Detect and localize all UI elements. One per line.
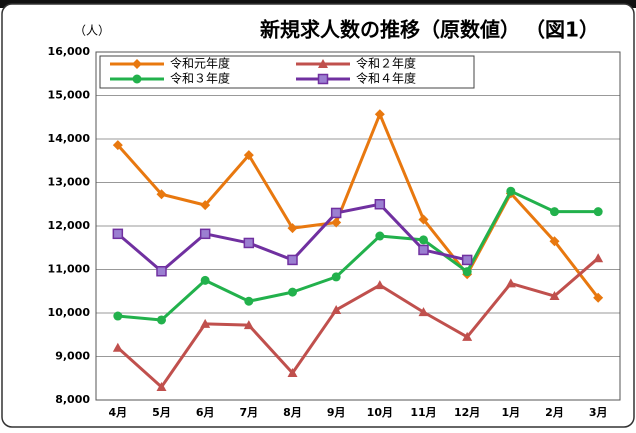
point	[243, 237, 255, 249]
point	[505, 278, 516, 288]
point	[418, 214, 429, 225]
y-unit: （人）	[74, 24, 110, 38]
y-tick-label: 11,000	[48, 263, 91, 276]
point	[419, 235, 428, 245]
legend-label: 令和４年度	[356, 71, 416, 86]
y-tick-label: 10,000	[48, 306, 91, 319]
x-tick-label: 4月	[109, 406, 128, 419]
y-tick-label: 15,000	[48, 89, 91, 102]
legend-marker	[318, 59, 328, 68]
x-tick-label: 3月	[589, 406, 608, 419]
point	[593, 253, 604, 263]
point	[550, 207, 559, 217]
figure-label: （図1）	[525, 18, 599, 42]
x-tick-label: 9月	[327, 406, 346, 419]
point	[113, 311, 123, 321]
x-tick-label: 10月	[367, 406, 393, 419]
x-tick-label: 11月	[410, 406, 436, 419]
point	[462, 267, 472, 277]
point	[462, 331, 473, 341]
point	[374, 109, 385, 120]
point	[288, 287, 297, 297]
legend-marker	[132, 74, 142, 84]
legend-label: 令和元年度	[170, 56, 230, 71]
x-tick-label: 2月	[545, 406, 564, 419]
point	[374, 280, 385, 290]
legend-marker	[317, 73, 329, 85]
series-line	[116, 257, 600, 389]
legend-label: 令和３年度	[170, 71, 230, 86]
point	[374, 199, 386, 210]
point	[461, 254, 473, 266]
point	[156, 381, 167, 391]
point	[199, 228, 211, 240]
point	[156, 265, 167, 277]
legend-marker	[132, 59, 142, 69]
point	[593, 207, 603, 217]
point	[243, 320, 254, 330]
point	[375, 231, 385, 241]
chart-title: 新規求人数の推移（原数値）	[260, 18, 520, 42]
x-tick-label: 1月	[502, 406, 521, 419]
y-tick-label: 14,000	[48, 132, 91, 145]
point	[418, 244, 429, 256]
point	[287, 223, 298, 234]
point	[418, 307, 429, 317]
x-tick-label: 5月	[152, 406, 171, 419]
point	[549, 236, 560, 247]
x-tick-label: 6月	[196, 406, 215, 419]
series-line	[117, 189, 599, 322]
point	[156, 189, 167, 200]
y-tick-label: 13,000	[48, 176, 91, 189]
plot-area	[95, 51, 621, 401]
point	[331, 272, 341, 282]
point	[287, 368, 298, 378]
legend-box	[99, 55, 475, 89]
y-tick-label: 8,000	[55, 393, 90, 406]
series-line	[116, 112, 600, 299]
point	[287, 254, 298, 266]
point	[331, 217, 342, 228]
point	[243, 150, 254, 161]
point	[506, 186, 516, 196]
point	[331, 304, 342, 314]
x-tick-label: 7月	[240, 406, 259, 419]
point	[244, 296, 254, 306]
legend-label: 令和２年度	[356, 56, 416, 71]
point	[112, 228, 124, 240]
point	[330, 207, 342, 219]
y-tick-label: 9,000	[55, 350, 90, 363]
point	[112, 140, 123, 151]
y-tick-label: 12,000	[48, 219, 91, 232]
x-tick-label: 12月	[454, 406, 480, 419]
point	[200, 318, 211, 328]
point	[112, 342, 123, 352]
x-tick-label: 8月	[283, 406, 302, 419]
point	[200, 200, 211, 211]
y-tick-label: 16,000	[48, 45, 91, 58]
point	[593, 292, 604, 303]
point	[549, 291, 560, 301]
point	[157, 315, 166, 325]
point	[200, 275, 210, 285]
